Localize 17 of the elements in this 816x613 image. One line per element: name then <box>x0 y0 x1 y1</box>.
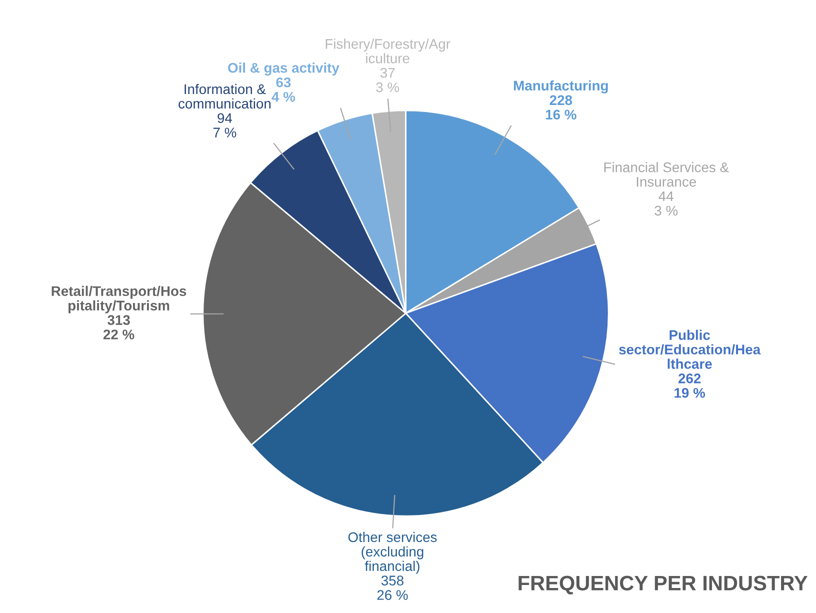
data-label: 44 3 % <box>654 191 678 216</box>
data-label: 63 4 % <box>272 77 296 102</box>
slice-label: Manufacturing <box>514 80 608 94</box>
text: FREQUENCY PER INDUSTRY <box>518 576 808 594</box>
data-label: 313 22 % <box>103 315 134 340</box>
slice-label: Fishery/Forestry/Agriculture <box>326 38 450 64</box>
slice-label: Information & communication <box>178 84 271 109</box>
data-label: 262 19 % <box>674 374 706 398</box>
data-label: 37 3 % <box>376 68 400 92</box>
slice-label: Oil & gas activity <box>228 62 340 76</box>
slice-label: Public sector/Education/Healthcare <box>619 330 761 369</box>
data-label: 358 26 % <box>377 576 408 600</box>
data-label: 94 7 % <box>213 113 236 138</box>
slice-label: Other services (excluding financial) <box>348 532 437 574</box>
slice-label: Financial Services & Insurance <box>604 162 729 187</box>
slice-label: Retail/Transport/Hospitality/Tourism <box>52 286 186 314</box>
data-label: 228 16 % <box>546 95 576 120</box>
